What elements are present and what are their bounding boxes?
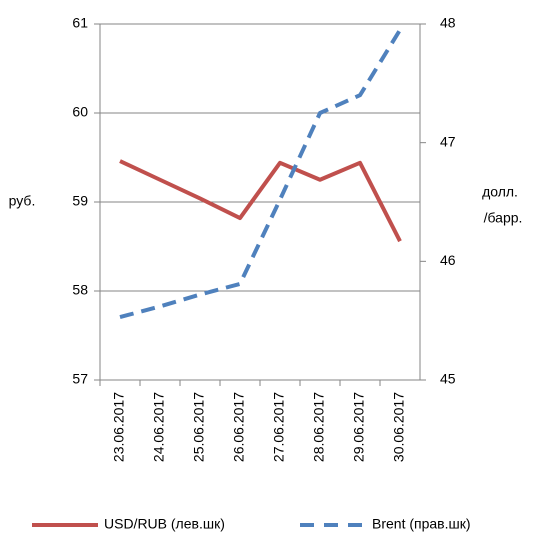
y2-tick-label: 45	[440, 371, 456, 387]
y-axis-label: руб.	[9, 193, 36, 209]
x-tick-label: 27.06.2017	[271, 392, 287, 462]
legend-label: USD/RUB (лев.шк)	[104, 516, 225, 532]
line-series	[119, 159, 402, 243]
y-tick-label: 57	[72, 371, 88, 387]
line-series	[119, 28, 402, 320]
y-tick-label: 61	[72, 15, 88, 31]
x-tick-label: 29.06.2017	[351, 392, 367, 462]
y-tick-label: 59	[72, 193, 88, 209]
x-tick-label: 30.06.2017	[391, 392, 407, 462]
y2-tick-label: 47	[440, 133, 456, 149]
y-tick-label: 58	[72, 282, 88, 298]
x-tick-label: 25.06.2017	[191, 392, 207, 462]
x-tick-label: 24.06.2017	[151, 392, 167, 462]
y-tick-label: 60	[72, 104, 88, 120]
x-tick-label: 26.06.2017	[231, 392, 247, 462]
legend-label: Brent (прав.шк)	[372, 516, 471, 532]
y2-axis-label: долл.	[482, 184, 518, 200]
y2-axis-label: /барр.	[484, 210, 523, 226]
y2-tick-label: 48	[440, 15, 456, 31]
x-tick-label: 23.06.2017	[111, 392, 127, 462]
y2-tick-label: 46	[440, 252, 456, 268]
x-tick-label: 28.06.2017	[311, 392, 327, 462]
